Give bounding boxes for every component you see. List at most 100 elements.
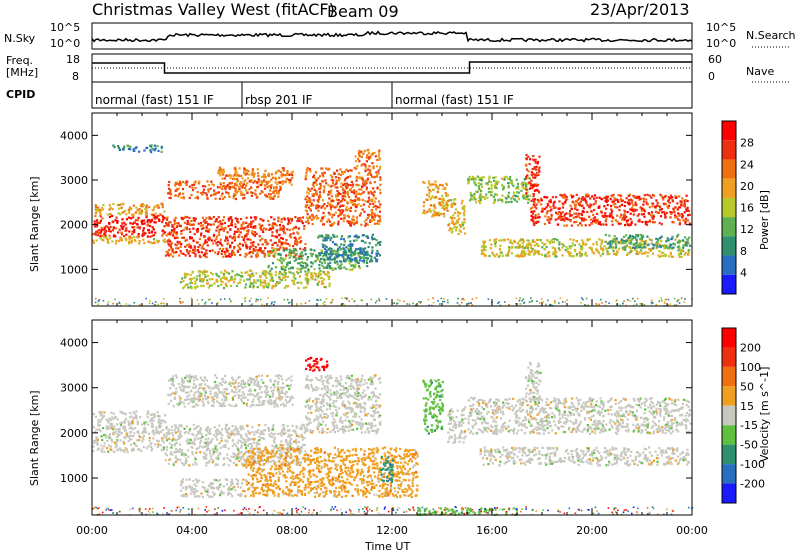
data-pixel <box>336 235 339 238</box>
data-pixel <box>279 181 282 184</box>
data-pixel <box>607 195 610 198</box>
data-pixel <box>541 241 544 244</box>
data-pixel <box>330 184 333 188</box>
data-pixel <box>275 281 279 284</box>
data-pixel <box>646 220 649 223</box>
data-pixel <box>661 211 664 214</box>
data-pixel <box>340 254 344 257</box>
data-pixel <box>579 247 582 251</box>
cpid-segment-label: rbsp 201 IF <box>245 93 312 107</box>
data-pixel <box>138 435 142 439</box>
data-pixel <box>545 255 548 258</box>
data-pixel <box>606 203 609 207</box>
data-pixel <box>237 174 240 177</box>
data-pixel <box>330 301 333 304</box>
data-pixel <box>538 155 541 158</box>
data-pixel <box>168 233 171 236</box>
data-pixel <box>214 251 217 254</box>
data-pixel <box>455 208 458 211</box>
data-pixel <box>322 185 326 188</box>
data-pixel <box>182 301 184 303</box>
data-pixel <box>594 221 597 224</box>
data-pixel <box>282 246 285 249</box>
data-pixel <box>656 211 659 214</box>
data-pixel <box>473 192 476 196</box>
data-pixel <box>277 253 280 256</box>
data-pixel <box>275 229 278 232</box>
data-pixel <box>527 201 530 204</box>
data-pixel <box>239 231 242 234</box>
data-pixel <box>525 188 528 191</box>
data-pixel <box>185 183 188 186</box>
data-pixel <box>344 185 347 188</box>
data-pixel <box>294 240 297 243</box>
data-pixel <box>538 302 541 304</box>
data-pixel <box>150 417 153 420</box>
data-pixel <box>588 224 591 227</box>
data-pixel <box>306 274 309 277</box>
data-pixel <box>336 186 339 189</box>
data-pixel <box>207 190 210 193</box>
data-pixel <box>267 286 270 289</box>
data-pixel <box>482 248 485 251</box>
data-pixel <box>306 199 309 202</box>
data-pixel <box>252 247 255 250</box>
data-pixel <box>373 218 376 221</box>
data-pixel <box>193 247 197 250</box>
data-pixel <box>375 222 378 225</box>
data-pixel <box>323 171 326 174</box>
data-pixel <box>361 260 364 263</box>
data-pixel <box>366 213 370 216</box>
data-pixel <box>287 261 290 264</box>
data-pixel <box>678 214 681 217</box>
data-pixel <box>365 156 368 159</box>
data-pixel <box>427 186 430 189</box>
data-pixel <box>594 202 597 205</box>
data-pixel <box>358 247 361 250</box>
data-pixel <box>532 198 535 201</box>
data-pixel <box>174 182 177 185</box>
data-pixel <box>116 204 119 207</box>
data-pixel <box>94 233 97 236</box>
colorbar-tick-label: 8 <box>740 245 747 258</box>
data-pixel <box>361 252 364 255</box>
data-pixel <box>94 232 97 235</box>
data-pixel <box>650 196 653 199</box>
data-pixel <box>626 238 630 241</box>
data-pixel <box>328 285 331 288</box>
data-pixel <box>366 179 369 182</box>
data-pixel <box>648 206 651 209</box>
data-pixel <box>374 155 377 158</box>
data-pixel <box>204 275 207 279</box>
data-pixel <box>95 297 97 300</box>
data-pixel <box>509 176 512 179</box>
data-pixel <box>305 171 308 174</box>
data-pixel <box>230 221 234 224</box>
data-pixel <box>236 447 239 450</box>
data-pixel <box>314 177 317 180</box>
data-pixel <box>312 194 315 197</box>
data-pixel <box>613 199 616 202</box>
data-pixel <box>442 187 445 190</box>
data-pixel <box>198 180 201 183</box>
data-pixel <box>328 264 331 268</box>
data-pixel <box>481 176 484 179</box>
data-pixel <box>289 233 292 236</box>
data-pixel <box>674 206 677 209</box>
data-pixel <box>118 228 121 231</box>
data-pixel <box>424 212 427 215</box>
data-pixel <box>262 286 265 289</box>
data-pixel <box>658 255 661 259</box>
data-pixel <box>256 172 260 175</box>
data-pixel <box>635 238 638 241</box>
data-pixel <box>235 184 238 187</box>
data-pixel <box>137 432 140 435</box>
data-pixel <box>549 206 552 209</box>
data-pixel <box>236 220 239 223</box>
data-pixel <box>645 201 648 204</box>
data-pixel <box>222 185 225 188</box>
data-pixel <box>367 168 370 171</box>
data-pixel <box>293 274 296 277</box>
data-pixel <box>558 211 561 214</box>
data-pixel <box>177 242 180 245</box>
